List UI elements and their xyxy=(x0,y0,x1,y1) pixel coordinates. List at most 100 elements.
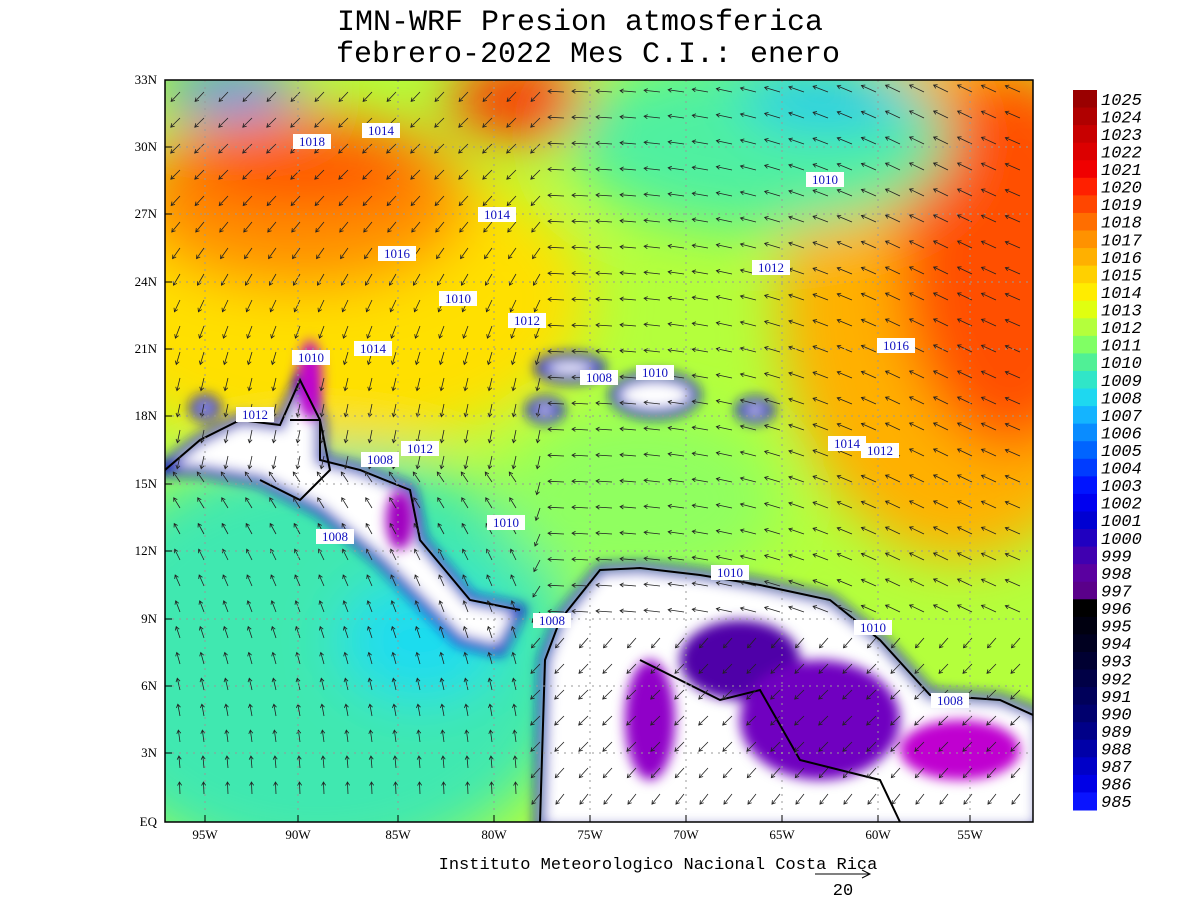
wind-vector xyxy=(172,471,181,483)
wind-vector xyxy=(342,600,349,613)
wind-vector xyxy=(770,715,781,726)
wind-vector xyxy=(788,111,805,119)
wind-vector xyxy=(439,377,445,392)
colorbar-swatch xyxy=(1073,581,1097,600)
wind-vector xyxy=(884,292,901,301)
wind-vector xyxy=(602,663,613,674)
wind-vector xyxy=(836,136,853,145)
wind-vector xyxy=(571,166,589,172)
wind-vector xyxy=(836,578,853,587)
wind-vector xyxy=(908,292,925,301)
wind-vector xyxy=(364,247,373,260)
wind-vector xyxy=(439,651,445,665)
wind-vector xyxy=(530,195,541,207)
wind-vector xyxy=(440,703,445,717)
wind-vector xyxy=(956,370,973,379)
wind-vector xyxy=(619,608,637,614)
colorbar-swatch xyxy=(1073,142,1097,161)
wind-vector xyxy=(364,471,373,483)
wind-vector xyxy=(294,625,301,639)
wind-vector xyxy=(763,190,781,197)
wind-vector xyxy=(860,370,877,379)
wind-vector xyxy=(980,240,997,249)
wind-vector xyxy=(201,781,206,795)
wind-vector xyxy=(722,663,733,674)
wind-vector xyxy=(794,689,805,700)
wind-vector xyxy=(980,448,997,457)
wind-vector xyxy=(438,351,445,366)
wind-vector xyxy=(578,767,589,779)
wind-vector xyxy=(739,190,757,197)
wind-vector xyxy=(763,346,781,353)
wind-vector xyxy=(221,522,229,535)
wind-vector xyxy=(794,715,805,726)
wind-vector xyxy=(196,247,205,260)
colorbar-swatch xyxy=(1073,177,1097,196)
wind-vector xyxy=(643,166,661,172)
wind-vector xyxy=(667,451,685,457)
wind-vector xyxy=(602,741,613,752)
wind-vector xyxy=(836,422,853,431)
wind-vector xyxy=(547,530,565,536)
wind-vector xyxy=(812,137,829,145)
wind-vector xyxy=(362,91,373,103)
wind-vector xyxy=(1004,500,1021,509)
colorbar-label: 1010 xyxy=(1101,355,1142,374)
wind-vector xyxy=(458,91,469,103)
wind-vector xyxy=(343,677,349,691)
wind-vector xyxy=(842,689,853,700)
wind-vector xyxy=(434,195,445,207)
wind-vector xyxy=(915,793,925,805)
wind-vector xyxy=(1004,136,1021,145)
colorbar-swatch xyxy=(1073,248,1097,267)
wind-vector xyxy=(270,625,277,639)
wind-vector xyxy=(691,165,709,171)
wind-vector xyxy=(511,651,517,665)
wind-vector xyxy=(366,325,373,339)
wind-vector xyxy=(547,400,565,406)
wind-vector xyxy=(980,396,997,405)
wind-vector xyxy=(509,299,517,313)
wind-vector xyxy=(484,273,493,286)
wind-vector xyxy=(770,767,781,779)
wind-vector xyxy=(619,530,637,536)
wind-vector xyxy=(956,266,973,275)
wind-vector xyxy=(691,555,709,561)
wind-vector xyxy=(860,240,877,249)
wind-vector xyxy=(691,269,709,275)
wind-vector xyxy=(715,86,733,93)
wind-vector xyxy=(535,403,541,418)
wind-vector xyxy=(980,110,997,119)
wind-vector xyxy=(938,767,949,779)
wind-vector xyxy=(932,396,949,405)
wind-vector xyxy=(788,85,805,93)
wind-vector xyxy=(691,399,709,405)
wind-vector xyxy=(386,195,397,207)
wind-vector xyxy=(795,793,805,805)
contour-label: 1012 xyxy=(758,260,784,275)
contour-label-box xyxy=(401,441,439,456)
wind-vector xyxy=(643,582,661,588)
wind-vector xyxy=(667,477,685,483)
wind-vector xyxy=(908,318,925,327)
wind-vector xyxy=(914,767,925,779)
wind-vector xyxy=(221,497,229,509)
wind-vector xyxy=(340,471,349,483)
wind-vector xyxy=(908,84,925,93)
wind-vector xyxy=(812,189,829,197)
lon-label: 65W xyxy=(769,827,795,842)
wind-vector xyxy=(602,715,613,726)
wind-vector xyxy=(595,530,613,536)
wind-vector xyxy=(579,793,589,805)
wind-vector xyxy=(547,114,565,120)
wind-vector xyxy=(438,625,445,639)
wind-vector xyxy=(939,793,949,805)
wind-vector xyxy=(643,426,661,432)
wind-vector xyxy=(170,195,181,207)
wind-vector xyxy=(691,581,709,587)
wind-vector xyxy=(890,663,901,674)
wind-vector xyxy=(932,526,949,535)
wind-vector xyxy=(341,548,349,561)
wind-vector xyxy=(319,677,325,691)
wind-vector xyxy=(170,169,181,180)
